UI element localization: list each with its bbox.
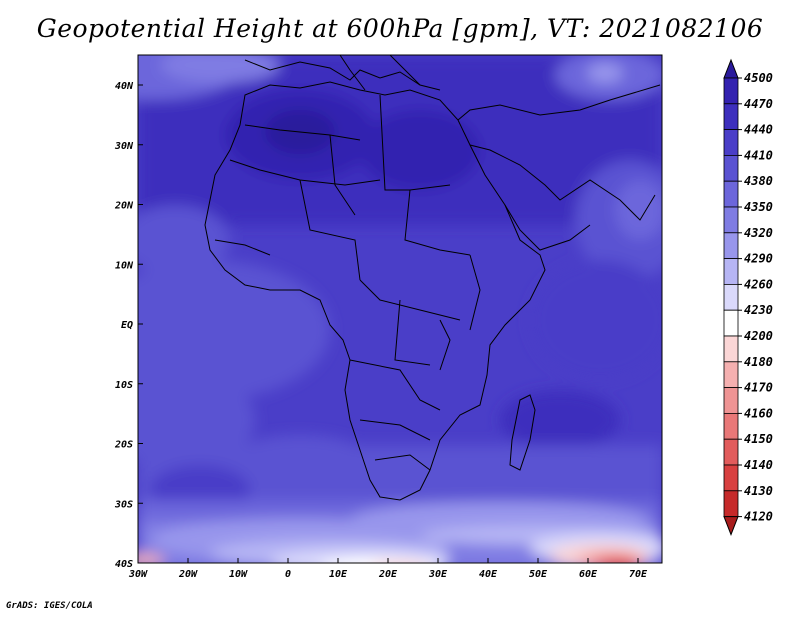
colorbar-label: 4500 (744, 71, 773, 85)
plot-frame (137, 54, 663, 564)
colorbar-label: 4170 (744, 381, 773, 395)
lat-tick-label: EQ (121, 320, 133, 331)
colorbar-segment (723, 77, 739, 105)
colorbar-max-triangle (723, 58, 739, 79)
colorbar-segment (723, 283, 739, 311)
colorbar-label: 4410 (744, 148, 773, 162)
height-field (138, 55, 662, 563)
colorbar-segment (723, 490, 739, 517)
colorbar-segment (723, 335, 739, 363)
lat-tick-label: 10N (115, 260, 134, 271)
colorbar-label: 4290 (744, 252, 773, 266)
grads-credit: GrADS: IGES/COLA (6, 601, 93, 611)
colorbar-label: 4160 (744, 406, 773, 420)
colorbar-label: 4140 (744, 458, 773, 472)
axes: 30W 20W 10W 0 10E 20E 30E 40E 50E 60E 70E 40N 30N 20N… (114, 81, 648, 580)
colorbar-min-triangle (723, 516, 739, 536)
colorbar-segment (723, 154, 739, 182)
lat-tick-label: 40S (115, 559, 133, 570)
colorbar-segment (723, 180, 739, 208)
lon-tick-label: 30W (128, 569, 148, 580)
colorbar-label: 4320 (744, 226, 773, 240)
colorbar-label: 4150 (744, 432, 773, 446)
colorbar-segment (723, 206, 739, 234)
lon-tick-label: 50E (529, 569, 548, 580)
colorbar-label: 4380 (744, 174, 773, 188)
colorbar-segment (723, 129, 739, 156)
lat-tick-label: 20S (114, 440, 133, 451)
colorbar-segment (723, 387, 739, 414)
map-title: Geopotential Height at 600hPa [gpm], VT:… (36, 14, 764, 43)
colorbar-label: 4230 (744, 303, 773, 317)
colorbar-segment (723, 258, 739, 285)
colorbar-segment (723, 412, 739, 440)
lon-tick-label: 70E (629, 569, 648, 580)
colorbar-label: 4200 (744, 329, 773, 343)
lon-tick-label: 20W (178, 569, 198, 580)
lat-tick-label: 10S (115, 380, 133, 391)
colorbar-segment (723, 438, 739, 466)
colorbar-segment (723, 103, 739, 131)
lon-tick-label: 20E (378, 569, 398, 580)
lat-tick-label: 40N (115, 81, 134, 92)
colorbar: 4500 4470 4440 4410 4380 4350 4320 4290 4260 4230… (723, 58, 773, 536)
lon-tick-label: 0 (285, 569, 291, 580)
colorbar-segment (723, 464, 739, 492)
colorbar-label: 4130 (744, 484, 773, 498)
colorbar-label: 4260 (744, 277, 773, 291)
colorbar-label: 4470 (744, 97, 773, 111)
lat-tick-label: 30S (114, 499, 133, 510)
lon-tick-label: 40E (479, 569, 498, 580)
lat-tick-label: 20N (114, 201, 134, 212)
colorbar-label: 4180 (744, 355, 773, 369)
colorbar-segment (723, 361, 739, 388)
lon-tick-label: 30E (428, 569, 448, 580)
lon-tick-label: 60E (579, 569, 598, 580)
colorbar-label: 4440 (744, 123, 773, 137)
colorbar-label: 4120 (744, 510, 773, 524)
colorbar-segment (723, 232, 739, 260)
lon-tick-label: 10E (329, 569, 348, 580)
colorbar-label: 4350 (744, 200, 773, 214)
coastlines (204, 55, 661, 501)
colorbar-segment (723, 309, 739, 337)
lon-tick-label: 10W (229, 569, 248, 580)
lat-tick-label: 30N (114, 141, 134, 152)
